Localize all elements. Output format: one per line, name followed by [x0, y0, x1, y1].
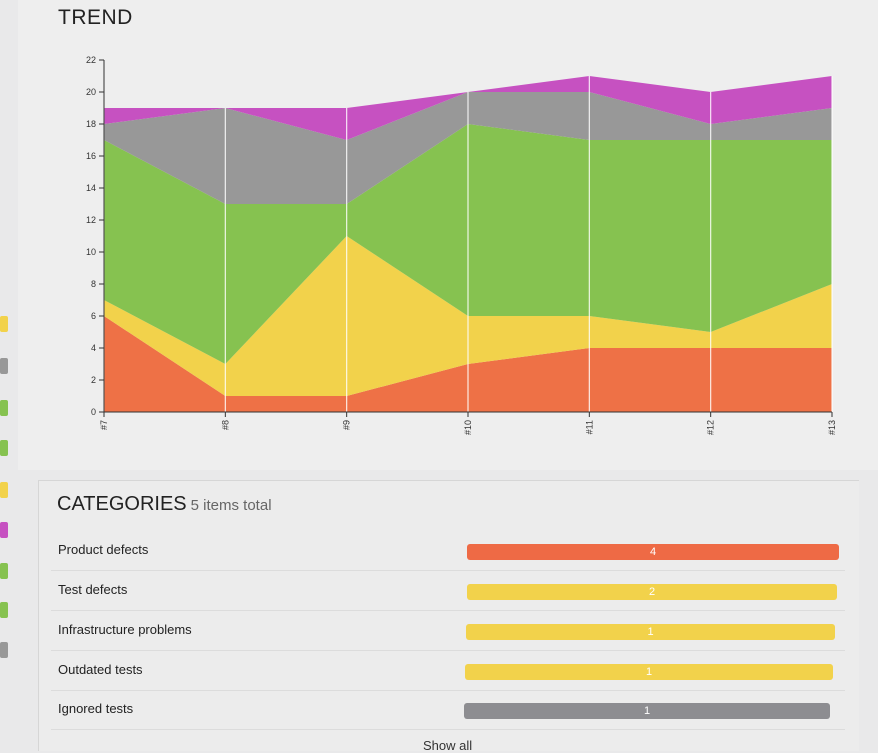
category-label: Ignored tests — [58, 701, 134, 716]
y-tick-label: 22 — [86, 55, 96, 65]
category-bar[interactable]: 1 — [466, 624, 835, 640]
category-row-product-defects[interactable]: Product defects 4 — [51, 531, 845, 571]
area-series-3[interactable] — [104, 92, 832, 204]
y-tick-label: 16 — [86, 151, 96, 161]
trend-panel: 0 2 4 6 8 10 12 14 16 18 20 22 #7 #8 #9 #10 #11 #12 #13 TR… — [18, 0, 878, 470]
y-tick-label: 6 — [91, 311, 96, 321]
x-tick-label: #10 — [463, 420, 473, 435]
side-swatch — [0, 642, 8, 658]
side-swatch — [0, 522, 8, 538]
x-tick-label: #8 — [220, 420, 230, 430]
y-tick-label: 8 — [91, 279, 96, 289]
y-tick-label: 14 — [86, 183, 96, 193]
side-swatch — [0, 440, 8, 456]
side-swatch — [0, 602, 8, 618]
trend-chart: 0 2 4 6 8 10 12 14 16 18 20 22 #7 #8 #9 #10 #11 #12 #13 — [86, 55, 837, 435]
categories-count: 5 items total — [190, 497, 272, 514]
trend-title: TREND — [58, 6, 133, 29]
categories-panel: CATEGORIES 5 items total Product defects … — [38, 480, 859, 753]
y-tick-label: 20 — [86, 87, 96, 97]
x-tick-label: #7 — [99, 420, 109, 430]
area-series-4[interactable] — [104, 76, 832, 140]
show-all-link[interactable]: Show all — [423, 738, 473, 753]
x-tick-label: #11 — [584, 420, 594, 434]
category-row-ignored-tests[interactable]: Ignored tests 1 — [51, 690, 845, 730]
y-tick-label: 4 — [91, 343, 96, 353]
side-swatch — [0, 563, 8, 579]
x-tick-label: #12 — [706, 420, 716, 435]
side-swatch — [0, 358, 8, 374]
category-label: Test defects — [58, 582, 128, 597]
category-bar[interactable]: 1 — [464, 703, 830, 719]
category-row-outdated-tests[interactable]: Outdated tests 1 — [51, 651, 845, 691]
y-tick-label: 0 — [91, 407, 96, 417]
x-tick-label: #9 — [342, 420, 352, 430]
categories-heading: CATEGORIES — [57, 493, 187, 515]
category-bar[interactable]: 2 — [467, 584, 837, 600]
category-bar[interactable]: 4 — [467, 544, 839, 560]
category-label: Outdated tests — [58, 662, 143, 677]
category-label: Infrastructure problems — [58, 622, 192, 637]
category-row-test-defects[interactable]: Test defects 2 — [51, 571, 845, 611]
category-bar[interactable]: 1 — [465, 664, 833, 680]
y-tick-label: 10 — [86, 247, 96, 257]
side-swatch — [0, 400, 8, 416]
side-legend-strip — [0, 0, 14, 750]
side-swatch — [0, 316, 8, 332]
category-row-infrastructure-problems[interactable]: Infrastructure problems 1 — [51, 611, 845, 651]
y-tick-label: 12 — [86, 215, 96, 225]
categories-title: CATEGORIES 5 items total — [57, 493, 272, 516]
y-tick-label: 18 — [86, 119, 96, 129]
x-tick-label: #13 — [827, 420, 837, 435]
side-swatch — [0, 482, 8, 498]
category-label: Product defects — [58, 542, 149, 557]
y-tick-label: 2 — [91, 375, 96, 385]
